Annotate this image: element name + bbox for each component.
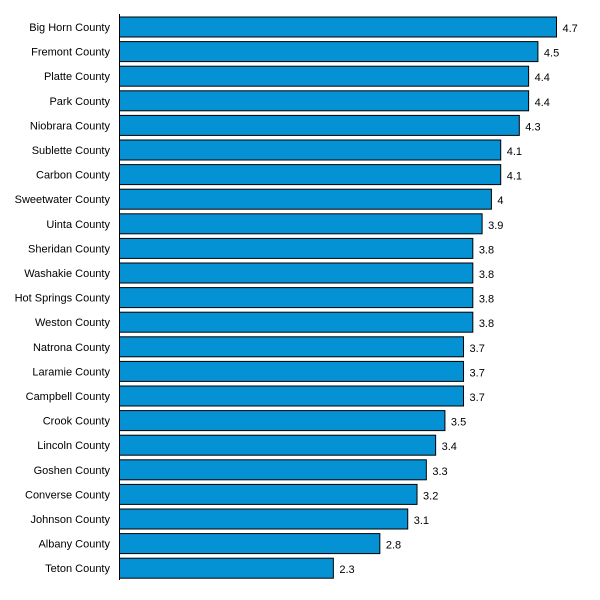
bar xyxy=(119,90,530,112)
category-label: Albany County xyxy=(38,539,110,551)
category-label: Natrona County xyxy=(33,342,111,354)
value-label: 3.7 xyxy=(470,343,485,355)
bar xyxy=(119,65,530,87)
bar xyxy=(119,483,418,505)
value-label: 2.8 xyxy=(386,540,401,552)
category-labels-group: Big Horn County Fremont County Platte Coun… xyxy=(15,22,111,575)
bar xyxy=(119,262,474,284)
category-label: Crook County xyxy=(43,416,111,428)
value-label: 3.2 xyxy=(423,490,438,502)
value-label: 2.3 xyxy=(339,564,354,576)
category-label: Platte County xyxy=(44,71,111,83)
bar xyxy=(119,139,502,161)
category-label: Converse County xyxy=(25,489,110,501)
value-label: 4.4 xyxy=(535,72,550,84)
bar xyxy=(119,533,381,555)
value-label: 3.7 xyxy=(470,367,485,379)
value-label: 3.3 xyxy=(432,466,447,478)
category-label: Sheridan County xyxy=(28,243,110,255)
bar xyxy=(119,16,557,38)
value-label: 3.4 xyxy=(442,441,457,453)
category-label: Carbon County xyxy=(36,170,110,182)
value-label: 4 xyxy=(497,195,503,207)
category-label: Washakie County xyxy=(24,268,110,280)
bar xyxy=(119,459,427,481)
value-label: 4.4 xyxy=(535,97,550,109)
category-label: Lincoln County xyxy=(37,440,110,452)
bar xyxy=(119,213,483,235)
bar xyxy=(119,114,520,136)
bar xyxy=(119,287,474,309)
value-label: 3.8 xyxy=(479,269,494,281)
value-label: 4.1 xyxy=(507,171,522,183)
category-label: Johnson County xyxy=(31,514,111,526)
bar xyxy=(119,336,465,358)
bar xyxy=(119,188,492,210)
category-label: Goshen County xyxy=(34,465,111,477)
category-label: Big Horn County xyxy=(29,22,110,34)
category-label: Hot Springs County xyxy=(15,293,111,305)
category-label: Park County xyxy=(49,96,110,108)
value-label: 3.7 xyxy=(470,392,485,404)
category-label: Teton County xyxy=(45,563,110,575)
bar xyxy=(119,311,474,333)
bar xyxy=(119,360,465,382)
category-label: Sublette County xyxy=(32,145,111,157)
value-label: 4.7 xyxy=(563,23,578,35)
bar xyxy=(119,237,474,259)
value-label: 3.8 xyxy=(479,318,494,330)
category-label: Niobrara County xyxy=(30,120,111,132)
category-label: Fremont County xyxy=(31,47,110,59)
category-label: Sweetwater County xyxy=(15,194,111,206)
bar xyxy=(119,41,539,63)
value-label: 3.5 xyxy=(451,417,466,429)
value-label: 4.5 xyxy=(544,48,559,60)
value-label: 4.3 xyxy=(525,121,540,133)
bar xyxy=(119,557,334,579)
bar xyxy=(119,385,465,407)
bar xyxy=(119,164,502,186)
bar xyxy=(119,434,437,456)
bar xyxy=(119,508,409,530)
value-label: 3.1 xyxy=(414,515,429,527)
category-label: Laramie County xyxy=(32,366,110,378)
bar xyxy=(119,410,446,432)
category-label: Campbell County xyxy=(26,391,111,403)
value-labels-group: 4.7 4.5 4.4 4.4 4.3 4.1 4.1 4 3.9 3.8 3.8 3.8 3.8 3.7… xyxy=(339,23,577,576)
value-label: 3.9 xyxy=(488,220,503,232)
value-label: 3.8 xyxy=(479,294,494,306)
category-label: Weston County xyxy=(35,317,111,329)
value-label: 3.8 xyxy=(479,244,494,256)
category-label: Uinta County xyxy=(46,219,110,231)
value-label: 4.1 xyxy=(507,146,522,158)
